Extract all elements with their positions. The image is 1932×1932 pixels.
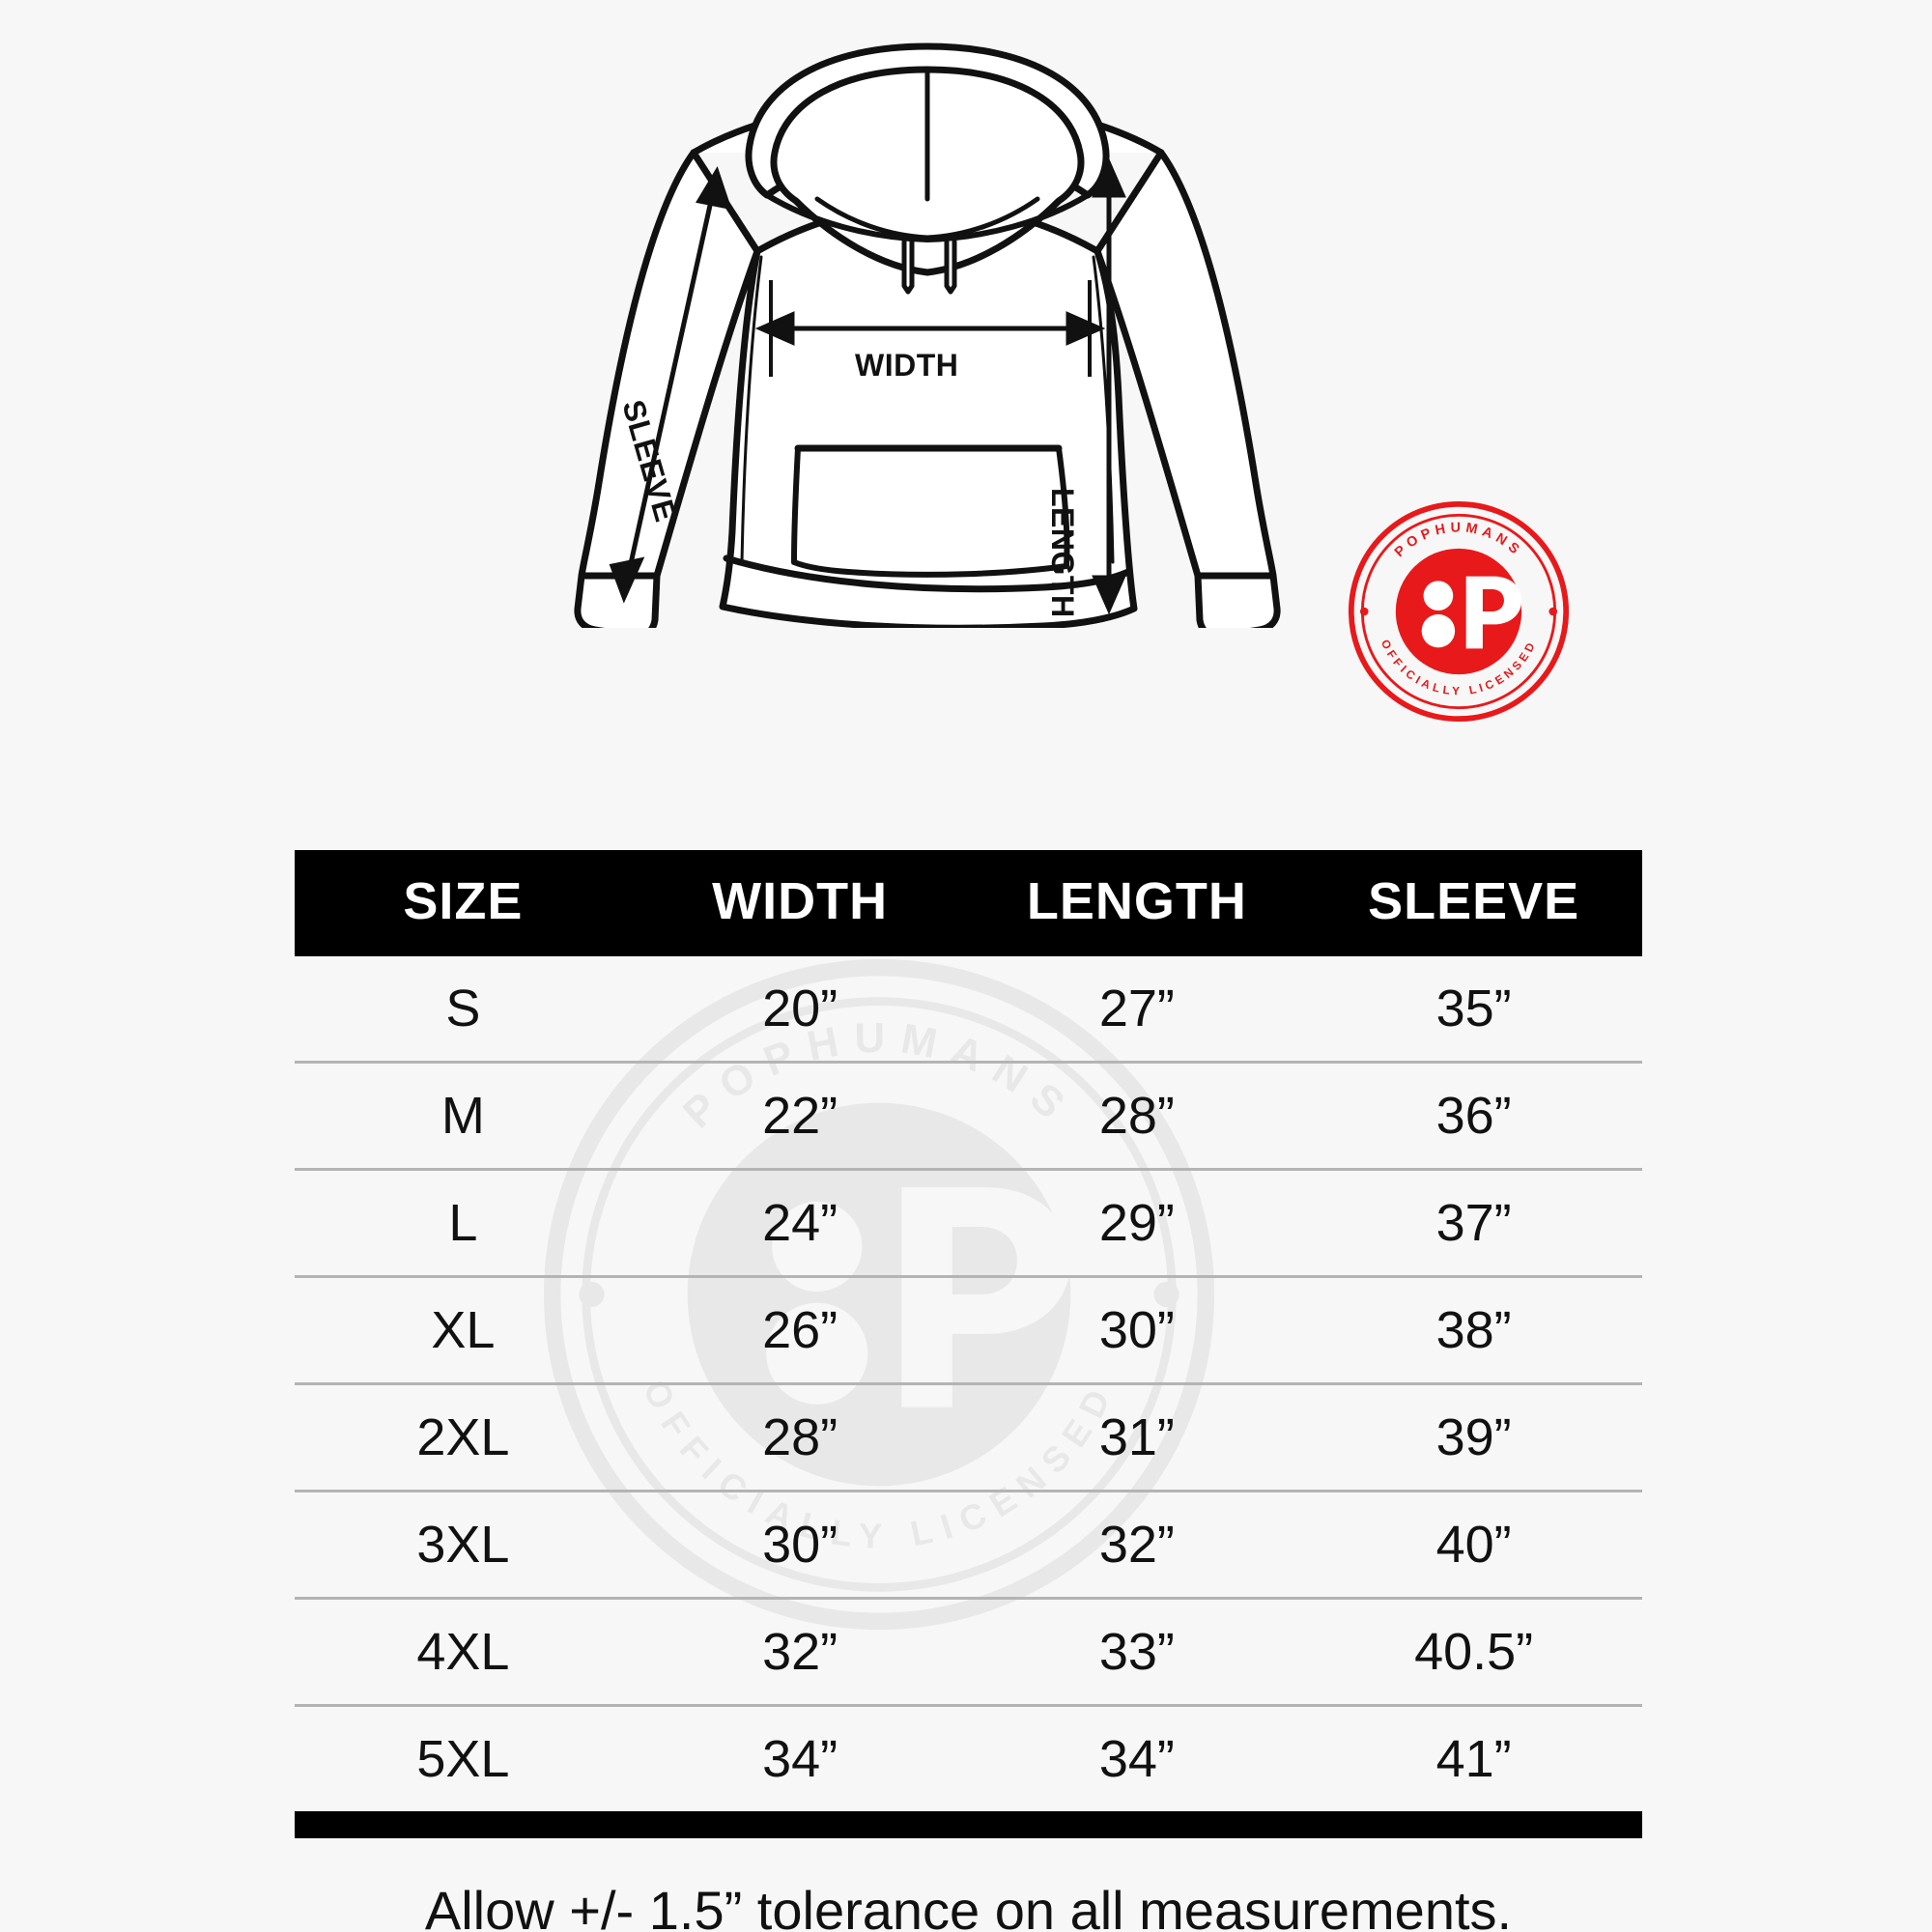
table-row: M 22” 28” 36” (295, 1062, 1642, 1171)
column-header-sleeve: SLEEVE (1305, 850, 1642, 956)
size-chart-table-wrap: SIZE WIDTH LENGTH SLEEVE S 20” 27” 35” M… (295, 850, 1642, 1932)
cell-width: 26” (631, 1276, 969, 1385)
diagram-length-label: LENGTH (1045, 488, 1080, 618)
cell-size: 2XL (295, 1383, 632, 1492)
column-header-width: WIDTH (631, 850, 969, 956)
cell-sleeve: 36” (1305, 1062, 1642, 1171)
cell-length: 32” (968, 1491, 1306, 1600)
table-row: L 24” 29” 37” (295, 1169, 1642, 1278)
size-chart-table: SIZE WIDTH LENGTH SLEEVE S 20” 27” 35” M… (295, 850, 1642, 1811)
cell-size: 3XL (295, 1491, 632, 1600)
cell-sleeve: 41” (1435, 1730, 1512, 1788)
cell-length: 34” (1098, 1730, 1175, 1788)
cell-length: 33” (968, 1598, 1306, 1707)
cell-length: 30” (968, 1276, 1306, 1385)
cell-sleeve: 39” (1305, 1383, 1642, 1492)
cell-length: 27” (968, 956, 1306, 1064)
column-header-size: SIZE (295, 850, 632, 956)
table-header-row: SIZE WIDTH LENGTH SLEEVE (295, 850, 1642, 956)
tolerance-note: Allow +/- 1.5” tolerance on all measurem… (424, 1880, 1513, 1932)
cell-size: S (295, 956, 632, 1064)
table-row: 3XL 30” 32” 40” (295, 1491, 1642, 1600)
cell-length: 29” (968, 1169, 1306, 1278)
officially-licensed-badge: POPHUMANS OFFICIALLY LICENSED (1348, 500, 1570, 723)
column-header-length: LENGTH (968, 850, 1306, 956)
diagram-width-label: WIDTH (855, 348, 959, 383)
table-row: S 20” 27” 35” (295, 956, 1642, 1064)
cell-length: 31” (968, 1383, 1306, 1492)
table-row: 2XL 28” 31” 39” (295, 1383, 1642, 1492)
cell-width: 30” (631, 1491, 969, 1600)
cell-sleeve: 37” (1305, 1169, 1642, 1278)
table-row: 5XL 34” 34” 41” (295, 1706, 1642, 1812)
cell-sleeve: 40.5” (1305, 1598, 1642, 1707)
table-footer-bar (295, 1811, 1642, 1838)
cell-width: 34” (762, 1730, 838, 1788)
cell-sleeve: 40” (1305, 1491, 1642, 1600)
cell-size: 4XL (295, 1598, 632, 1707)
cell-sleeve: 35” (1305, 956, 1642, 1064)
cell-sleeve: 38” (1305, 1276, 1642, 1385)
cell-width: 28” (631, 1383, 969, 1492)
table-row: 4XL 32” 33” 40.5” (295, 1598, 1642, 1707)
cell-width: 20” (631, 956, 969, 1064)
cell-width: 32” (631, 1598, 969, 1707)
hoodie-diagram (522, 29, 1333, 628)
cell-length: 28” (968, 1062, 1306, 1171)
cell-width: 22” (631, 1062, 969, 1171)
cell-size: M (295, 1062, 632, 1171)
cell-size: 5XL (416, 1730, 510, 1788)
cell-size: XL (295, 1276, 632, 1385)
table-row: XL 26” 30” 38” (295, 1276, 1642, 1385)
cell-width: 24” (631, 1169, 969, 1278)
cell-size: L (295, 1169, 632, 1278)
